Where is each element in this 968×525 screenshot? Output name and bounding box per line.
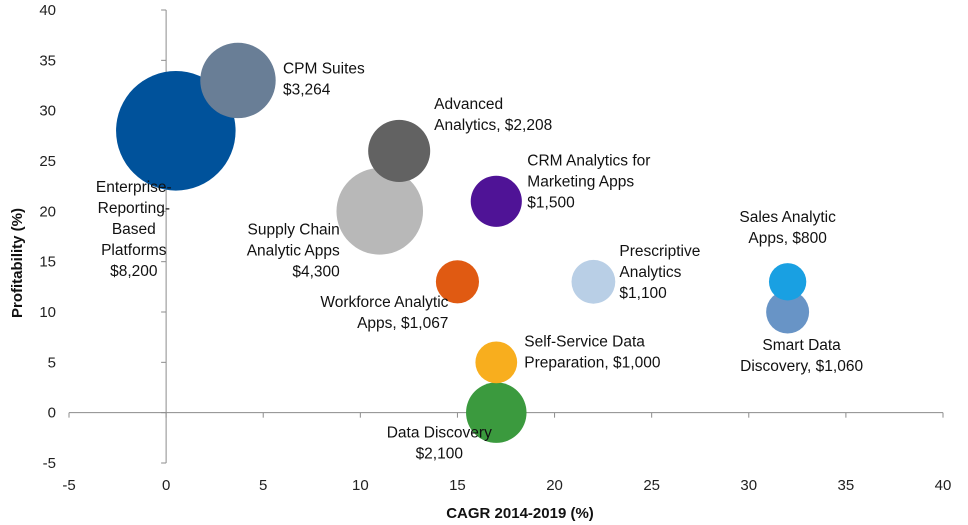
x-tick-label: 0 [162,477,170,494]
bubble-label-9: Self-Service Data Preparation, $1,000 [524,333,661,371]
x-tick-label: 5 [259,477,267,494]
bubble-label-5: Workforce Analytic Apps, $1,067 [320,294,448,332]
bubble-label-2: Advanced Analytics, $2,208 [434,96,552,134]
bubble-9 [475,341,518,384]
bubble-label-0: Enterprise-Reporting-Based Platforms $8,20… [96,179,172,280]
bubble-label-3: Supply Chain Analytic Apps $4,300 [247,221,340,280]
y-tick-label: 25 [39,153,56,170]
y-tick-label: 30 [39,103,56,120]
bubble-labels: Enterprise-Reporting-Based Platforms $8,20… [96,60,864,462]
bubble-0 [116,71,236,191]
y-tick-label: 10 [39,304,56,321]
x-tick-label: -5 [62,477,75,494]
axes: -5 0 5 10 15 20 25 30 35 40 -5 0 5 10 15 20 25 30 35 40 [39,2,951,494]
bubbles [116,42,810,443]
bubble-label-10: Data Discovery $2,100 [387,425,492,463]
bubble-2 [368,119,431,182]
x-axis-title: CAGR 2014-2019 (%) [446,505,594,522]
bubble-5 [435,260,480,304]
y-tick-label: 0 [48,405,56,422]
x-tick-label: 15 [449,477,466,494]
bubble-1 [200,42,276,119]
bubble-label-6: Prescriptive Analytics $1,100 [619,243,700,302]
bubble-label-8: Smart Data Discovery, $1,060 [740,337,863,375]
y-axis-title: Profitability (%) [9,208,26,318]
bubble-label-7: Sales Analytic Apps, $800 [739,209,836,247]
y-tick-label: 15 [39,254,56,271]
bubble-7 [768,263,807,301]
x-tick-label: 40 [935,477,952,494]
y-tick-label: 20 [39,203,56,220]
bubble-10 [466,382,527,443]
x-tick-label: 20 [546,477,563,494]
bubble-4 [470,175,522,227]
bubble-label-1: CPM Suites $3,264 [283,60,365,98]
x-tick-label: 35 [838,477,855,494]
y-tick-label: 35 [39,52,56,69]
bubble-label-4: CRM Analytics for Marketing Apps $1,500 [527,152,650,211]
bubble-3 [336,168,424,255]
y-tick-label: 40 [39,2,56,19]
bubble-8 [766,290,810,334]
x-tick-label: 30 [740,477,757,494]
x-tick-label: 25 [643,477,660,494]
y-tick-label: -5 [43,455,56,472]
bubble-6 [571,259,616,304]
x-tick-label: 10 [352,477,369,494]
y-tick-label: 5 [48,354,56,371]
